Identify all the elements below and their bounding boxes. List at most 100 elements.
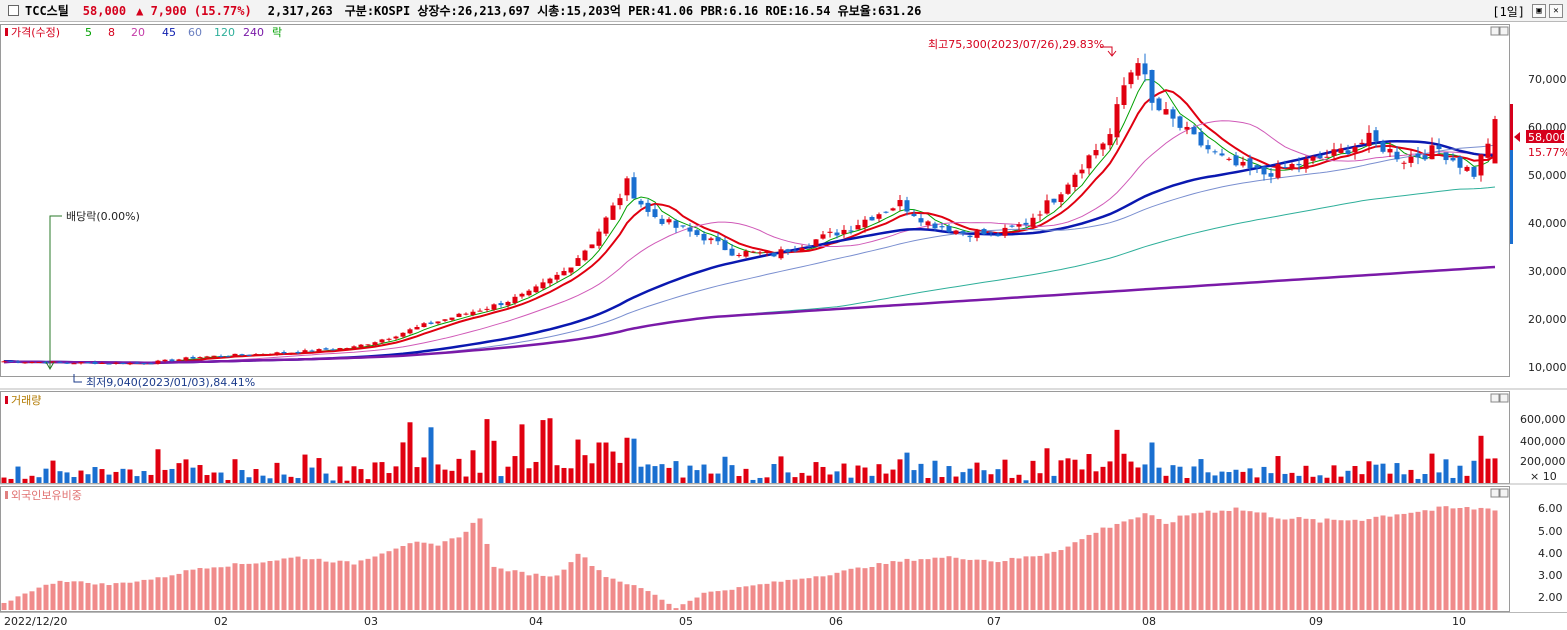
foreign-ratio-bar — [533, 573, 539, 610]
legend-ma20: 20 — [131, 26, 145, 39]
volume-bar — [813, 462, 819, 483]
foreign-ratio-bar — [1219, 510, 1225, 610]
foreign-ratio-bar — [715, 591, 721, 610]
foreign-ratio-bar — [134, 581, 140, 610]
foreign-ratio-bar — [904, 558, 910, 610]
candle — [1093, 150, 1099, 156]
x-label: 06 — [829, 615, 843, 628]
ma8-line — [4, 89, 1496, 365]
foreign-ratio-bar — [981, 559, 987, 610]
candle — [470, 311, 476, 316]
foreign-ratio-bar — [764, 583, 770, 610]
volume-bar — [1352, 466, 1358, 483]
volume-bar — [1415, 478, 1421, 483]
foreign-ratio-bar — [386, 551, 392, 610]
volume-bar — [890, 469, 896, 483]
foreign-ratio-bar — [57, 580, 63, 610]
foreign-ratio-bar — [673, 608, 679, 610]
foreign-ratio-bar — [736, 587, 742, 610]
volume-bar — [533, 461, 539, 483]
foreign-ratio-bar — [547, 576, 553, 610]
volume-bar — [953, 476, 959, 483]
restore-button[interactable]: ▣ — [1532, 4, 1546, 18]
panel-minimize-button[interactable] — [1490, 26, 1500, 36]
candle — [421, 323, 427, 328]
foreign-ratio-bar — [596, 570, 602, 610]
volume-bar — [1135, 467, 1141, 483]
volume-bar — [295, 478, 301, 483]
candle — [1310, 156, 1316, 161]
candle — [323, 348, 329, 350]
candle — [820, 234, 826, 239]
volume-bar — [743, 468, 749, 483]
candle — [344, 348, 350, 350]
foreign-ratio-bar — [1135, 517, 1141, 610]
candle — [1387, 148, 1393, 153]
volume-bar — [1044, 448, 1050, 483]
volume-bar — [876, 464, 882, 483]
candle — [1163, 109, 1169, 115]
panel-close-button[interactable] — [1499, 26, 1509, 36]
candle — [582, 250, 588, 261]
y-tick: 2.00 — [1538, 591, 1563, 604]
panel-minimize-button[interactable] — [1490, 488, 1500, 498]
candle — [176, 359, 182, 361]
candle — [260, 354, 266, 356]
candle — [708, 238, 714, 241]
candle — [372, 342, 378, 346]
candle — [197, 357, 203, 359]
volume-bar — [1464, 475, 1470, 483]
volume-bar — [645, 464, 651, 483]
candle — [988, 231, 994, 233]
foreign-ratio-bar — [456, 537, 462, 610]
candle — [1429, 145, 1435, 160]
foreign-ratio-bar — [169, 575, 175, 610]
last-price-label: 58,000 — [1528, 131, 1567, 144]
foreign-ratio-bar — [708, 591, 714, 610]
panel-close-button[interactable] — [1499, 488, 1509, 498]
foreign-ratio-bar — [22, 593, 28, 610]
volume-bar — [183, 459, 189, 483]
foreign-ratio-bar — [1156, 518, 1162, 610]
candle — [757, 252, 763, 254]
foreign-ratio-bar — [106, 585, 112, 610]
foreign-ratio-bar — [29, 591, 35, 610]
volume-bar — [1317, 475, 1323, 483]
panel-close-button[interactable] — [1499, 393, 1509, 403]
foreign-ratio-bar — [1387, 516, 1393, 610]
last-price-arrow — [1514, 132, 1520, 142]
foreign-ratio-bar — [1030, 556, 1036, 610]
volume-bar — [841, 463, 847, 483]
foreign-ratio-bar — [323, 561, 329, 610]
panel-minimize-button[interactable] — [1490, 393, 1500, 403]
volume-bar — [134, 476, 140, 483]
volume-bar — [946, 466, 952, 483]
panel-buttons[interactable] — [1490, 26, 1509, 498]
volume-bar — [1359, 474, 1365, 483]
candle — [610, 205, 616, 220]
foreign-ratio-bar — [820, 576, 826, 610]
period-selector[interactable]: [1일] — [1492, 5, 1525, 19]
close-button[interactable]: ✕ — [1549, 4, 1563, 18]
foreign-ratio-bar — [1443, 506, 1449, 610]
volume-bar — [29, 475, 35, 483]
foreign-ratio-bar — [589, 566, 595, 610]
window-icon — [8, 5, 19, 16]
volume-bar — [1366, 461, 1372, 483]
foreign-ratio-bar — [1121, 521, 1127, 610]
candle — [477, 310, 483, 312]
volume-bar — [85, 474, 91, 483]
volume-bar — [316, 458, 322, 483]
volume-bar — [456, 458, 462, 483]
candle — [680, 225, 686, 227]
candle — [624, 178, 630, 196]
foreign-ratio-bar — [1282, 519, 1288, 610]
foreign-ratio-bar — [652, 594, 658, 610]
volume-bar — [1191, 466, 1197, 483]
candle — [36, 362, 42, 364]
candle — [386, 338, 392, 340]
foreign-ratio-bar — [470, 522, 476, 610]
foreign-ratio-bar — [295, 556, 301, 610]
volume-bar — [435, 464, 441, 483]
